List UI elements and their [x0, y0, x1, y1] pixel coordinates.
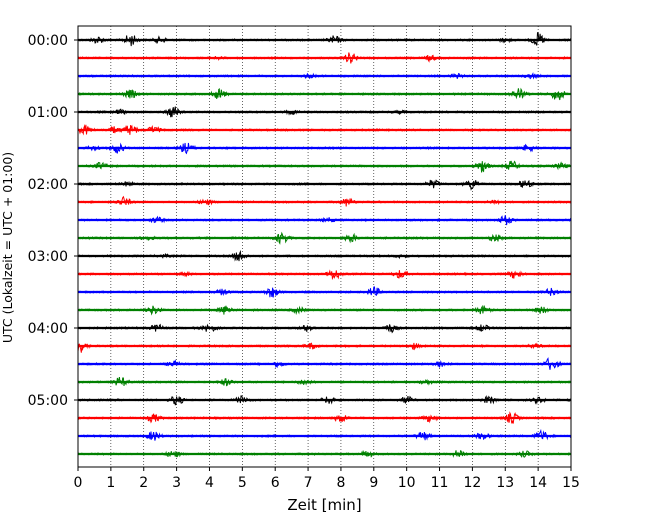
trace-waveform	[77, 52, 572, 64]
x-tick-label: 7	[304, 475, 313, 491]
trace-waveform	[77, 269, 572, 280]
trace-row	[77, 428, 572, 441]
trace-row	[77, 124, 572, 136]
x-tick-label: 15	[562, 475, 580, 491]
trace-row	[77, 249, 571, 262]
trace-waveform	[77, 304, 572, 316]
trace-row	[77, 269, 572, 280]
trace-waveform	[77, 179, 572, 191]
x-tick-label: 6	[271, 475, 280, 491]
trace-row	[77, 449, 572, 458]
trace-waveform	[77, 342, 572, 353]
y-tick-label: 01:00	[28, 105, 68, 121]
y-tick-label: 05:00	[28, 393, 68, 409]
trace-row	[77, 304, 572, 316]
trace-row	[77, 106, 572, 118]
x-tick-label: 2	[139, 475, 148, 491]
trace-row	[77, 72, 571, 80]
trace-waveform	[77, 249, 571, 262]
x-tick-label: 14	[529, 475, 547, 491]
trace-row	[77, 142, 572, 155]
x-tick-label: 0	[74, 475, 83, 491]
y-tick-label: 03:00	[28, 249, 68, 265]
trace-waveform	[77, 395, 572, 406]
trace-waveform	[77, 124, 572, 136]
x-tick-label: 5	[238, 475, 247, 491]
trace-waveform	[77, 195, 572, 207]
trace-rows	[77, 31, 572, 458]
trace-waveform	[77, 142, 572, 155]
x-tick-label: 9	[369, 475, 378, 491]
trace-row	[77, 31, 572, 47]
trace-row	[77, 231, 572, 245]
x-tick-label: 1	[106, 475, 115, 491]
y-tick-label: 04:00	[28, 321, 68, 337]
trace-waveform	[77, 449, 572, 458]
trace-row	[77, 286, 572, 298]
trace-waveform	[77, 215, 572, 226]
x-tick-label: 10	[398, 475, 416, 491]
trace-row	[77, 160, 572, 173]
trace-waveform	[77, 231, 572, 245]
trace-row	[77, 195, 572, 207]
plot-frame	[77, 25, 572, 468]
y-axis-ticks: 00:00 01:00 02:00 03:00 04:00 05:00	[28, 33, 78, 409]
y-tick-label: 00:00	[28, 33, 68, 49]
x-tick-label: 13	[496, 475, 514, 491]
x-tick-label: 4	[205, 475, 214, 491]
trace-waveform	[77, 160, 572, 173]
trace-waveform	[78, 87, 572, 101]
trace-waveform	[77, 411, 572, 424]
trace-row	[77, 357, 572, 370]
trace-waveform	[77, 377, 572, 387]
trace-row	[77, 411, 572, 424]
x-axis-label: Zeit [min]	[287, 496, 361, 514]
trace-waveform	[77, 72, 571, 80]
trace-waveform	[77, 286, 572, 298]
trace-row	[77, 395, 572, 406]
trace-row	[77, 323, 572, 334]
x-tick-label: 8	[336, 475, 345, 491]
trace-waveform	[77, 428, 572, 441]
trace-waveform	[77, 106, 572, 118]
trace-row	[78, 87, 572, 101]
trace-row	[77, 377, 572, 387]
trace-row	[77, 342, 572, 353]
trace-waveform	[77, 323, 572, 334]
x-tick-label: 12	[463, 475, 481, 491]
trace-waveform	[77, 357, 572, 370]
trace-waveform	[77, 31, 572, 47]
trace-row	[77, 52, 572, 64]
trace-row	[77, 179, 572, 191]
x-tick-label: 3	[172, 475, 181, 491]
y-tick-label: 02:00	[28, 177, 68, 193]
y-axis-label: UTC (Lokalzeit = UTC + 01:00)	[0, 152, 15, 343]
trace-row	[77, 215, 572, 226]
x-axis-ticks: 0 1 2 3 4 5 6 7 8 9 10 11 12 13 14 15	[74, 467, 580, 491]
x-tick-label: 11	[431, 475, 449, 491]
